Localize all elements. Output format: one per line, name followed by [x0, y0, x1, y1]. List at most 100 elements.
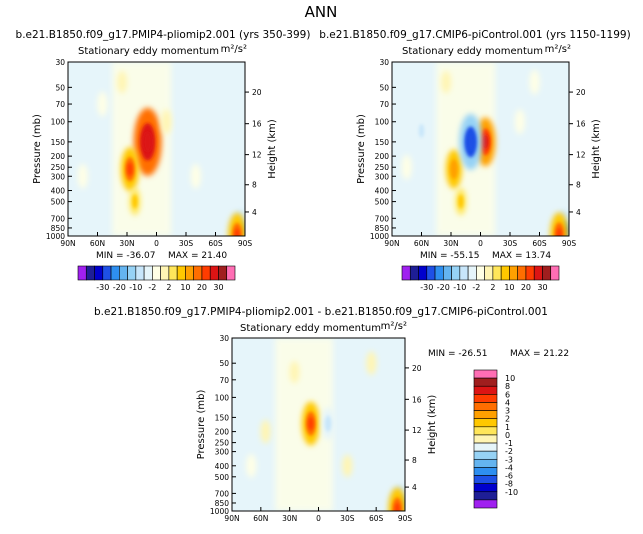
height-tick-label: 12: [412, 426, 422, 435]
colorbar-swatch: [119, 265, 128, 281]
y-tick-label: 850: [51, 224, 66, 233]
colorbar-swatch: [473, 385, 498, 395]
y-tick-label: 200: [51, 152, 66, 161]
colorbar-swatch: [473, 402, 498, 411]
y-tick-label: 50: [379, 83, 389, 92]
colorbar-swatch: [176, 265, 186, 281]
colorbar-swatch: [533, 265, 543, 281]
y-axis-label-right: Height (km): [591, 119, 602, 179]
y-tick-label: 700: [51, 214, 66, 223]
x-tick-label: 30S: [179, 239, 194, 248]
colorbar-label: 30: [213, 283, 223, 292]
contour-feature: [246, 453, 257, 478]
colorbar-label: 10: [504, 283, 514, 292]
contour-feature: [482, 134, 489, 150]
contour-feature: [449, 159, 458, 179]
y-tick-label: 50: [219, 359, 229, 368]
colorbar-swatch: [473, 458, 498, 468]
colorbar-swatch: [492, 265, 502, 281]
contour-feature: [143, 131, 152, 153]
y-axis-label-right: Height (km): [427, 395, 438, 455]
colorbar-label: 30: [537, 283, 547, 292]
colorbar-swatch: [426, 265, 436, 281]
colorbar-swatch: [160, 265, 170, 281]
contour-feature: [394, 502, 401, 511]
y-tick-label: 150: [215, 413, 230, 422]
colorbar-swatch: [473, 467, 498, 476]
y-tick-label: 200: [375, 152, 390, 161]
contour-feature: [289, 360, 300, 384]
y-axis-label: Pressure (mb): [196, 390, 207, 460]
height-tick-label: 20: [252, 88, 262, 97]
height-tick-label: 20: [576, 88, 586, 97]
colorbar-swatch: [473, 426, 498, 436]
contour-feature: [467, 133, 475, 151]
colorbar-swatch: [401, 265, 411, 281]
colorbar-swatch: [418, 265, 428, 281]
contour-feature: [401, 154, 412, 180]
height-tick-label: 8: [412, 456, 417, 465]
y-tick-label: 1000: [46, 232, 65, 241]
colorbar-label: -8: [505, 480, 513, 489]
contour-feature: [308, 416, 314, 431]
colorbar-label: -2: [505, 447, 513, 456]
colorbar-label: -30: [96, 283, 109, 292]
colorbar-swatch: [525, 265, 535, 281]
y-tick-label: 400: [375, 187, 390, 196]
panel-title: b.e21.B1850.f09_g17.PMIP4-pliomip2.001 (…: [16, 29, 311, 41]
y-tick-label: 850: [215, 499, 230, 508]
y-tick-label: 100: [375, 118, 390, 127]
colorbar-label: -20: [437, 283, 450, 292]
panel-title: b.e21.B1850.f09_g17.PMIP4-pliomip2.001 -…: [94, 306, 548, 318]
y-tick-label: 300: [375, 172, 390, 181]
x-tick-label: 90N: [384, 239, 399, 248]
contour-feature: [117, 70, 128, 94]
y-tick-label: 30: [55, 58, 65, 67]
x-tick-label: 0: [316, 514, 321, 523]
colorbar-label: -1: [505, 439, 513, 448]
colorbar-swatch: [135, 265, 145, 281]
colorbar-label: -10: [505, 488, 518, 497]
colorbar-swatch: [152, 265, 161, 281]
height-tick-label: 4: [412, 483, 417, 492]
height-tick-label: 16: [412, 395, 422, 404]
colorbar-label: 0: [505, 431, 510, 440]
colorbar-swatch: [218, 265, 228, 281]
y-tick-label: 1000: [370, 232, 389, 241]
colorbar-swatch: [473, 442, 498, 452]
max-stat: MAX = 13.74: [492, 251, 551, 261]
height-tick-label: 12: [252, 151, 262, 160]
colorbar-label: -20: [113, 283, 126, 292]
contour-feature: [514, 109, 525, 135]
contour-feature: [441, 70, 452, 94]
y-tick-label: 30: [379, 58, 389, 67]
colorbar-label: 6: [505, 390, 510, 399]
min-stat: MIN = -55.15: [420, 251, 479, 261]
colorbar-swatch: [443, 265, 452, 281]
colorbar-swatch: [473, 491, 498, 501]
y-tick-label: 70: [379, 100, 389, 109]
colorbar-label: 8: [505, 382, 510, 391]
y-tick-label: 400: [51, 187, 66, 196]
colorbar-label: 2: [166, 283, 171, 292]
height-tick-label: 12: [576, 151, 586, 160]
y-tick-label: 50: [55, 83, 65, 92]
colorbar-swatch: [509, 265, 518, 281]
colorbar-swatch: [110, 265, 120, 281]
y-tick-label: 250: [51, 163, 66, 172]
y-tick-label: 400: [215, 462, 230, 471]
y-tick-label: 500: [215, 473, 230, 482]
y-axis-label: Pressure (mb): [32, 114, 43, 184]
y-tick-label: 700: [215, 489, 230, 498]
x-tick-label: 60S: [369, 514, 384, 523]
contour-feature: [132, 194, 138, 209]
colorbar-swatch: [209, 265, 219, 281]
colorbar-label: -6: [505, 472, 513, 481]
colorbar-swatch: [451, 265, 461, 281]
field-layer: [401, 62, 569, 236]
y-tick-label: 30: [219, 334, 229, 343]
height-tick-label: 16: [576, 120, 586, 129]
panel-units: m²/s²: [221, 44, 247, 55]
x-tick-label: 0: [478, 239, 483, 248]
